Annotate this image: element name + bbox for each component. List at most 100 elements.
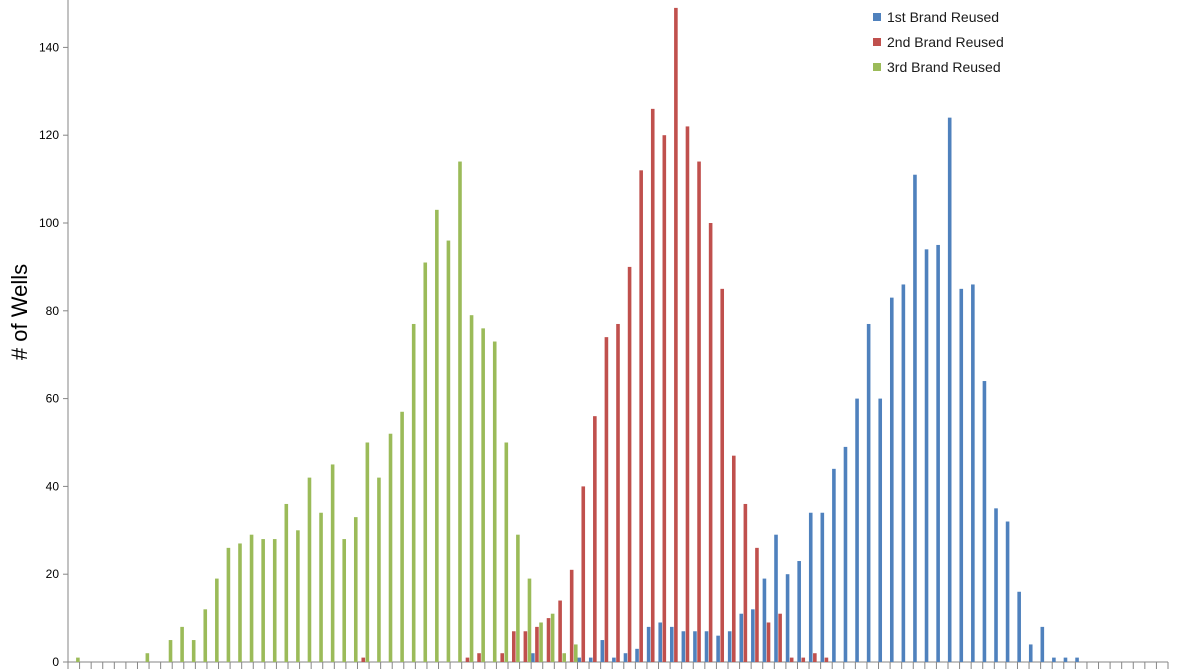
bar-3rd-brand-reused [492,341,497,662]
bar-marks [76,7,1079,663]
bar-1st-brand-reused [971,284,975,662]
bar-3rd-brand-reused [319,512,323,662]
bar-1st-brand-reused [901,284,906,662]
y-tick-label: 20 [46,567,60,581]
bar-2nd-brand-reused [766,622,771,662]
legend-swatch [873,13,881,21]
bar-1st-brand-reused [843,446,848,662]
bar-2nd-brand-reused [511,631,516,662]
bar-2nd-brand-reused [558,600,562,662]
bar-1st-brand-reused [982,381,987,662]
bar-3rd-brand-reused [550,613,555,662]
bar-3rd-brand-reused [388,433,393,662]
bar-2nd-brand-reused [361,657,366,662]
bar-3rd-brand-reused [342,539,347,662]
bar-1st-brand-reused [947,117,952,662]
bar-1st-brand-reused [739,613,744,662]
bar-1st-brand-reused [1052,657,1056,662]
bar-1st-brand-reused [785,574,790,662]
bar-3rd-brand-reused [296,530,300,662]
bar-3rd-brand-reused [435,209,439,662]
bar-2nd-brand-reused [477,653,481,662]
bar-1st-brand-reused [681,631,686,662]
bar-2nd-brand-reused [604,337,609,662]
bar-1st-brand-reused [727,631,732,662]
bar-1st-brand-reused [531,653,535,662]
bar-3rd-brand-reused [76,657,80,662]
legend-swatch [873,63,881,71]
bar-2nd-brand-reused [650,108,655,663]
bar-1st-brand-reused [658,622,663,662]
bar-1st-brand-reused [855,398,859,662]
bar-1st-brand-reused [588,657,593,662]
x-axis-ticks [67,662,1169,669]
bar-3rd-brand-reused [411,323,416,662]
bar-3rd-brand-reused [215,578,219,662]
bar-1st-brand-reused [751,609,755,662]
bar-2nd-brand-reused [581,486,586,662]
bar-2nd-brand-reused [639,170,643,662]
y-tick-label: 40 [46,479,60,493]
legend-entry-label: 2nd Brand Reused [887,34,1004,50]
bar-1st-brand-reused [1005,521,1010,662]
y-tick-label: 140 [39,40,59,54]
bar-3rd-brand-reused [180,626,184,662]
bar-1st-brand-reused [669,626,674,662]
bar-3rd-brand-reused [191,640,196,662]
bar-2nd-brand-reused [731,455,736,662]
bar-1st-brand-reused [832,468,836,662]
series-2-bars [361,7,829,663]
bar-3rd-brand-reused [226,547,231,662]
y-tick-label: 60 [46,392,60,406]
bar-3rd-brand-reused [446,240,451,662]
y-tick-label: 100 [39,216,59,230]
bar-1st-brand-reused [1075,657,1079,662]
bar-1st-brand-reused [1017,591,1021,662]
bar-1st-brand-reused [635,648,639,662]
bar-3rd-brand-reused [168,640,173,662]
y-axis-ticks: 0 20 40 60 80 100 120 140 [39,40,68,669]
bar-1st-brand-reused [1028,644,1033,662]
bar-1st-brand-reused [797,561,801,662]
bar-2nd-brand-reused [755,547,759,662]
bar-2nd-brand-reused [685,126,690,663]
bar-3rd-brand-reused [284,503,289,662]
bar-2nd-brand-reused [824,657,829,662]
y-tick-label: 120 [39,128,59,142]
bar-2nd-brand-reused [569,569,574,662]
bar-2nd-brand-reused [535,626,539,662]
bar-1st-brand-reused [623,653,628,662]
bar-3rd-brand-reused [516,534,520,662]
bar-2nd-brand-reused [627,266,632,662]
bar-3rd-brand-reused [238,543,242,662]
bar-3rd-brand-reused [573,644,578,662]
bar-3rd-brand-reused [469,315,474,662]
bar-3rd-brand-reused [539,622,543,662]
bar-1st-brand-reused [577,657,581,662]
bar-2nd-brand-reused [662,135,667,662]
bar-2nd-brand-reused [708,223,713,662]
bar-1st-brand-reused [866,323,871,662]
bar-1st-brand-reused [693,631,697,662]
bar-3rd-brand-reused [504,442,509,662]
bar-2nd-brand-reused [500,653,505,662]
bar-2nd-brand-reused [523,631,528,662]
y-tick-label: 80 [46,304,60,318]
bar-3rd-brand-reused [377,477,381,662]
series-1-bars [531,117,1079,662]
bar-3rd-brand-reused [353,517,358,662]
bar-2nd-brand-reused [813,653,817,662]
bar-3rd-brand-reused [307,477,312,662]
bar-2nd-brand-reused [593,416,597,662]
bar-2nd-brand-reused [616,323,620,662]
bar-2nd-brand-reused [720,288,725,662]
y-tick-label: 0 [52,655,59,669]
bar-3rd-brand-reused [481,328,485,662]
bar-3rd-brand-reused [400,411,404,662]
bar-2nd-brand-reused [465,657,470,662]
legend-swatch [873,38,881,46]
series-3-bars [76,161,578,663]
bar-3rd-brand-reused [145,653,150,662]
bar-2nd-brand-reused [789,657,794,662]
bar-1st-brand-reused [924,249,929,662]
